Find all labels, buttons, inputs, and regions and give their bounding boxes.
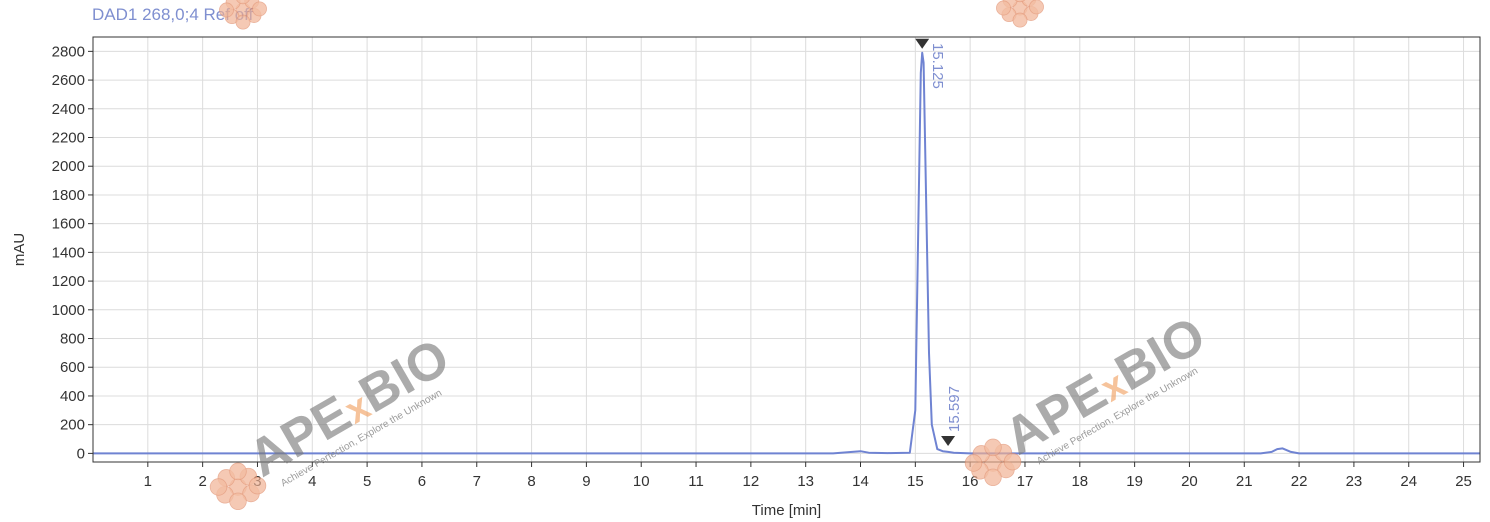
x-axis-ticks: 1234567891011121314151617181920212223242… [144, 462, 1472, 490]
peak-label: 15.125 [929, 43, 946, 89]
apexbio-logo-icon [964, 438, 1022, 487]
apexbio-logo-icon [219, 0, 267, 30]
x-tick-label: 1 [144, 473, 152, 490]
svg-text:APExBIO: APExBIO [995, 306, 1215, 466]
x-tick-label: 7 [473, 473, 481, 490]
peak-label: 15.597 [946, 386, 963, 432]
y-axis-ticks: 0 200 400 600 800 1000 1200 1400 1600 1800 2000 220… [52, 43, 93, 462]
grid-lines [93, 37, 1480, 462]
x-tick-label: 15 [907, 473, 924, 490]
y-tick-label: 1200 [52, 273, 85, 290]
y-tick-label: 1400 [52, 244, 85, 261]
x-tick-label: 23 [1346, 473, 1363, 490]
y-axis-label: mAU [11, 233, 28, 266]
plot-frame [92, 36, 1481, 463]
y-tick-label: 1000 [52, 302, 85, 319]
x-tick-label: 6 [418, 473, 426, 490]
signal-label: DAD1 268,0;4 Ref off [92, 5, 254, 24]
series-group [93, 51, 1480, 455]
apexbio-logo-icon [996, 0, 1044, 28]
peak-marker [915, 38, 930, 49]
y-tick-label: 400 [60, 388, 85, 405]
x-tick-label: 13 [797, 473, 814, 490]
x-tick-label: 17 [1017, 473, 1034, 490]
x-tick-label: 4 [308, 473, 316, 490]
x-tick-label: 11 [688, 473, 704, 490]
x-tick-label: 21 [1236, 473, 1253, 490]
series-line [93, 51, 1480, 455]
x-tick-label: 20 [1181, 473, 1198, 490]
peak-markers: 15.125 15.597 [915, 38, 963, 446]
y-tick-label: 1800 [52, 187, 85, 204]
y-tick-label: 1600 [52, 216, 85, 233]
x-tick-label: 22 [1291, 473, 1308, 490]
y-tick-label: 2200 [52, 130, 85, 147]
x-tick-label: 9 [582, 473, 590, 490]
y-tick-label: 2400 [52, 101, 85, 118]
x-tick-label: 24 [1400, 473, 1417, 490]
x-tick-label: 12 [743, 473, 760, 490]
svg-text:APExBIO: APExBIO [239, 328, 459, 488]
y-tick-label: 200 [60, 417, 85, 434]
y-tick-label: 800 [60, 331, 85, 348]
y-tick-label: 600 [60, 359, 85, 376]
apexbio-logo-icon [209, 462, 267, 511]
y-tick-label: 0 [77, 445, 85, 462]
y-tick-label: 2000 [52, 158, 85, 175]
x-axis-label: Time [min] [752, 502, 821, 519]
x-tick-label: 8 [527, 473, 535, 490]
y-tick-label: 2600 [52, 72, 85, 89]
x-tick-label: 18 [1071, 473, 1088, 490]
x-tick-label: 5 [363, 473, 371, 490]
x-tick-label: 2 [198, 473, 206, 490]
x-tick-label: 14 [852, 473, 869, 490]
x-tick-label: 25 [1455, 473, 1472, 490]
y-tick-label: 2800 [52, 43, 85, 60]
peak-marker [941, 435, 956, 446]
x-tick-label: 10 [633, 473, 650, 490]
x-tick-label: 19 [1126, 473, 1143, 490]
